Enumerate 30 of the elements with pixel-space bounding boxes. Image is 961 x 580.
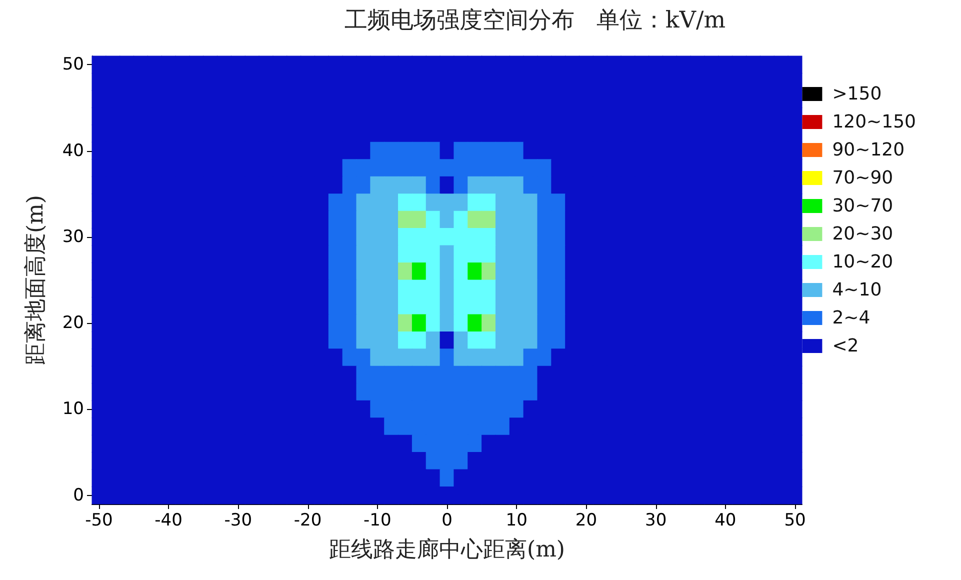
x-tick-label: 50 (784, 510, 806, 530)
y-tick-label: 10 (62, 399, 84, 420)
x-axis-title: 距线路走廊中心距离(m) (328, 538, 566, 562)
y-tick-label: 40 (62, 140, 84, 161)
color-bar-label: 90~120 (832, 140, 905, 160)
color-bar-label: 10~20 (832, 252, 894, 272)
color-bar-label: 70~90 (832, 168, 894, 188)
x-tick-label: 10 (506, 510, 528, 530)
x-tick-label: 20 (575, 510, 598, 530)
y-axis-title: 距离地面高度(m) (24, 194, 48, 366)
x-tick-label: -10 (364, 510, 392, 530)
x-tick-label: -30 (224, 510, 252, 530)
x-tick-label: -20 (294, 510, 322, 530)
color-bar-label: <2 (832, 336, 859, 356)
x-tick-label: -50 (85, 510, 113, 530)
y-tick-label: 50 (62, 54, 84, 75)
color-bar-label: 4~10 (832, 280, 882, 300)
chart-title: 工频电场强度空间分布 单位：kV/m (344, 8, 726, 34)
x-tick-label: 40 (714, 510, 736, 530)
y-tick-label: 20 (62, 313, 84, 334)
y-tick-label: 0 (73, 485, 84, 506)
x-tick-label: 0 (442, 510, 452, 530)
y-tick-label: 30 (62, 226, 84, 247)
x-tick-label: -40 (154, 510, 182, 530)
color-bar-label: 2~4 (832, 308, 870, 328)
color-bar-label: >150 (832, 84, 882, 104)
color-bar-label: 30~70 (832, 196, 894, 216)
x-tick-label: 30 (645, 510, 667, 530)
color-bar-label: 120~150 (832, 112, 916, 132)
color-bar-label: 20~30 (832, 224, 894, 244)
